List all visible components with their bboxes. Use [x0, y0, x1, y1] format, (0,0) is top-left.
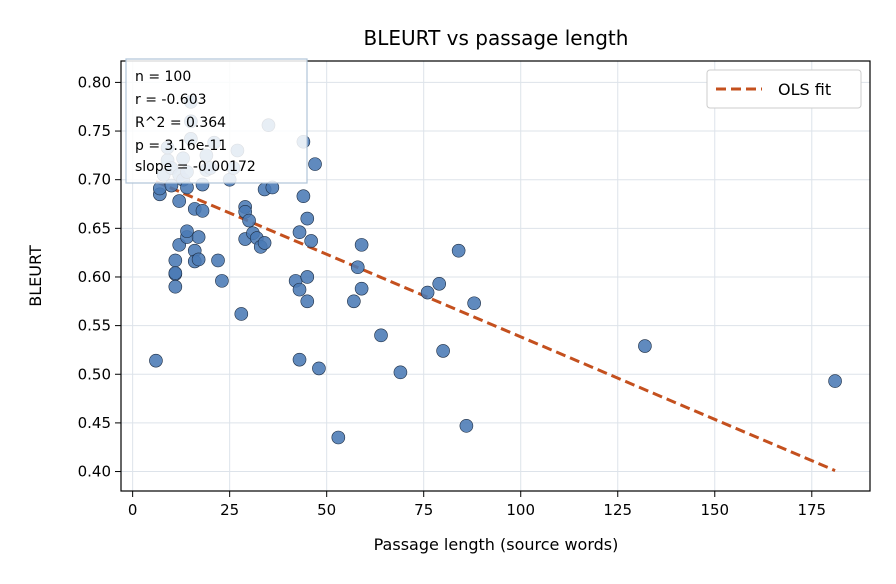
data-point	[300, 294, 315, 309]
y-axis-label: BLEURT	[26, 245, 45, 307]
y-tick-label: 0.65	[78, 219, 111, 237]
data-point	[467, 296, 481, 311]
ols-fit-line	[155, 180, 836, 472]
data-point	[308, 157, 322, 171]
legend-frame	[706, 69, 862, 109]
data-point	[300, 211, 315, 226]
y-tick-label: 0.75	[78, 122, 111, 140]
data-point	[195, 204, 210, 218]
data-point	[432, 276, 447, 291]
data-point	[350, 260, 365, 275]
data-point	[292, 352, 307, 367]
data-point	[292, 225, 307, 240]
data-point	[451, 243, 466, 258]
data-point	[292, 282, 307, 297]
data-point	[828, 374, 842, 388]
data-point	[312, 361, 326, 376]
x-tick-label: 175	[797, 501, 826, 519]
legend: OLS fit	[706, 69, 862, 109]
data-point	[347, 294, 361, 309]
stats-p: p = 3.16e-11	[135, 138, 227, 154]
data-point	[168, 253, 183, 268]
stats-r2: R^2 = 0.364	[135, 115, 226, 131]
data-point	[420, 285, 435, 300]
x-tick-label: 0	[128, 501, 138, 519]
data-point	[211, 253, 225, 268]
data-point	[242, 213, 256, 228]
data-point	[149, 353, 163, 368]
x-tick-label: 25	[220, 501, 239, 519]
y-tick-label: 0.70	[78, 171, 111, 189]
data-point	[296, 189, 311, 204]
y-tick-label: 0.55	[78, 317, 111, 335]
data-point	[168, 266, 183, 280]
stats-box-frame	[125, 58, 308, 184]
legend-ols-label: OLS fit	[778, 80, 831, 99]
stats-box: n = 100 r = -0.603 R^2 = 0.364 p = 3.16e…	[125, 58, 308, 184]
chart-title: BLEURT vs passage length	[364, 26, 629, 50]
data-point	[153, 181, 167, 196]
data-point	[215, 274, 229, 288]
x-tick-label: 75	[414, 501, 433, 519]
data-point	[304, 234, 318, 248]
data-point	[191, 230, 206, 244]
data-point	[234, 307, 249, 321]
data-point	[354, 281, 369, 296]
x-axis-ticks: 0 25 50 75 100 125 150 175	[128, 491, 826, 519]
data-point	[300, 270, 315, 284]
data-point	[374, 328, 388, 343]
stats-n: n = 100	[135, 69, 191, 85]
data-point	[331, 430, 346, 445]
grid-lines	[121, 61, 870, 491]
y-tick-label: 0.80	[78, 73, 111, 91]
data-point	[354, 238, 369, 252]
y-tick-label: 0.50	[78, 365, 111, 383]
x-tick-label: 125	[603, 501, 632, 519]
data-point	[168, 279, 183, 294]
y-tick-label: 0.45	[78, 414, 111, 432]
y-axis-ticks: 0.40 0.45 0.50 0.55 0.60 0.65 0.70 0.75 0.80	[78, 73, 121, 481]
x-tick-label: 50	[317, 501, 336, 519]
x-axis-label: Passage length (source words)	[374, 535, 619, 554]
stats-r: r = -0.603	[135, 92, 207, 108]
stats-slope: slope = -0.00172	[135, 159, 256, 175]
y-tick-label: 0.40	[78, 463, 111, 481]
data-point	[459, 419, 474, 433]
data-point	[436, 344, 450, 358]
plot-frame	[120, 60, 871, 492]
data-point	[172, 194, 187, 208]
fit-line-layer	[155, 180, 836, 472]
y-tick-label: 0.60	[78, 268, 111, 286]
data-point	[180, 224, 194, 239]
data-point	[638, 339, 652, 353]
data-point	[257, 236, 272, 250]
data-point	[393, 365, 408, 380]
x-tick-label: 100	[506, 501, 535, 519]
data-point	[191, 252, 206, 267]
x-tick-label: 150	[700, 501, 729, 519]
